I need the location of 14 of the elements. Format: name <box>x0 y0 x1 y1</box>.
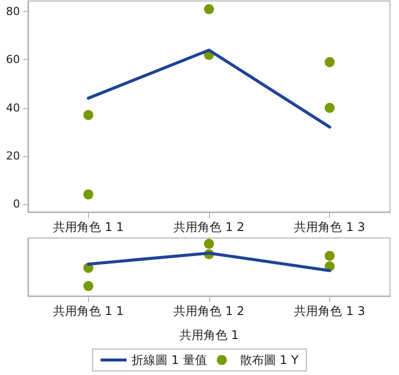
x-tick-label: 共用角色 1 3 <box>294 220 366 234</box>
x-tick-label: 共用角色 1 1 <box>52 220 124 234</box>
y-tick-label: 80 <box>6 5 20 18</box>
x-tick-label: 共用角色 1 1 <box>52 304 124 318</box>
legend-label: 散布圖 1 Y <box>240 353 300 367</box>
y-tick-label: 40 <box>6 101 20 114</box>
x-tick-label: 共用角色 1 2 <box>174 304 244 318</box>
x-axis-title: 共用角色 1 <box>179 328 239 342</box>
y-tick-label: 60 <box>6 53 20 66</box>
x-tick-label: 共用角色 1 2 <box>174 220 244 234</box>
y-tick-label: 0 <box>13 198 20 211</box>
x-tick-label: 共用角色 1 3 <box>294 304 366 318</box>
y-tick-label: 20 <box>6 149 20 162</box>
legend-label: 折線圖 1 量值 <box>132 353 207 367</box>
